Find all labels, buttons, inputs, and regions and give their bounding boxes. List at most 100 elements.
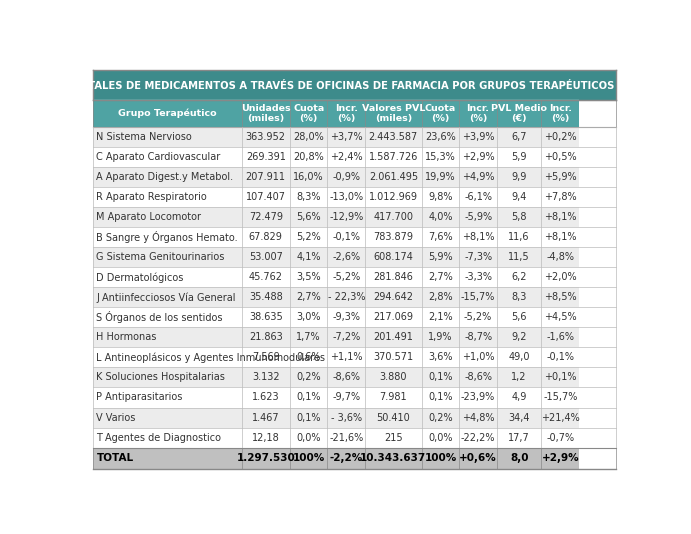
Bar	[422, 348, 460, 367]
Text: 608.174: 608.174	[373, 253, 413, 262]
Bar	[365, 367, 422, 388]
Text: +0,6%: +0,6%	[460, 453, 497, 464]
Bar	[290, 348, 328, 367]
Bar	[365, 227, 422, 247]
Bar	[542, 287, 579, 308]
Bar	[242, 99, 290, 127]
Bar	[328, 99, 365, 127]
Bar	[542, 187, 579, 207]
Bar	[242, 127, 290, 147]
Bar	[93, 407, 242, 428]
Text: 1,7%: 1,7%	[296, 333, 321, 342]
Text: -5,2%: -5,2%	[332, 272, 361, 282]
Text: -1,6%: -1,6%	[547, 333, 574, 342]
Text: G Sistema Genitourinarios: G Sistema Genitourinarios	[97, 253, 225, 262]
Bar	[497, 247, 542, 268]
Text: +2,0%: +2,0%	[544, 272, 576, 282]
Bar	[497, 227, 542, 247]
Bar	[290, 287, 328, 308]
Bar	[290, 187, 328, 207]
Text: K Soluciones Hospitalarias: K Soluciones Hospitalarias	[97, 373, 225, 382]
Bar	[422, 407, 460, 428]
Bar	[93, 167, 242, 187]
Bar	[242, 407, 290, 428]
Text: Valores PVL
(miles): Valores PVL (miles)	[361, 104, 425, 123]
Text: 6,7: 6,7	[511, 132, 527, 142]
Text: +7,8%: +7,8%	[544, 192, 576, 202]
Text: 783.879: 783.879	[373, 232, 413, 242]
Text: 35.488: 35.488	[249, 293, 283, 302]
Text: +1,0%: +1,0%	[462, 352, 494, 363]
Text: -8,7%: -8,7%	[464, 333, 492, 342]
Text: M Aparato Locomotor: M Aparato Locomotor	[97, 213, 202, 222]
Text: TOTAL: TOTAL	[97, 453, 133, 464]
Bar	[422, 187, 460, 207]
Bar	[542, 247, 579, 268]
Text: +8,5%: +8,5%	[544, 293, 576, 302]
Text: -2,2%: -2,2%	[330, 453, 363, 464]
Text: 38.635: 38.635	[249, 312, 283, 323]
Bar	[365, 247, 422, 268]
Text: -9,3%: -9,3%	[332, 312, 360, 323]
Text: 9,9: 9,9	[511, 172, 527, 182]
Bar	[365, 127, 422, 147]
Text: +4,5%: +4,5%	[544, 312, 576, 323]
Bar	[242, 327, 290, 348]
Text: +2,4%: +2,4%	[330, 152, 363, 162]
Text: +1,1%: +1,1%	[330, 352, 363, 363]
Text: V Varios: V Varios	[97, 412, 136, 422]
Bar	[542, 268, 579, 287]
Bar	[460, 407, 497, 428]
Text: +3,7%: +3,7%	[330, 132, 363, 142]
Bar	[460, 367, 497, 388]
Bar	[290, 227, 328, 247]
Bar	[242, 287, 290, 308]
Bar	[422, 268, 460, 287]
Text: -12,9%: -12,9%	[329, 213, 363, 222]
Text: 20,8%: 20,8%	[293, 152, 324, 162]
Text: 0,2%: 0,2%	[296, 373, 321, 382]
Text: 34,4: 34,4	[509, 412, 530, 422]
Text: 0,1%: 0,1%	[428, 392, 453, 403]
Bar	[460, 99, 497, 127]
Text: 15,3%: 15,3%	[425, 152, 456, 162]
Bar	[93, 247, 242, 268]
Text: 5,9%: 5,9%	[428, 253, 453, 262]
Text: +3,9%: +3,9%	[462, 132, 494, 142]
Bar	[290, 388, 328, 407]
Text: 0,1%: 0,1%	[296, 412, 321, 422]
Text: 11,5: 11,5	[509, 253, 530, 262]
Bar	[93, 187, 242, 207]
Text: - 22,3%: - 22,3%	[328, 293, 365, 302]
Bar	[290, 147, 328, 167]
Text: +5,9%: +5,9%	[544, 172, 576, 182]
Text: 2,7%: 2,7%	[428, 272, 453, 282]
Text: -22,2%: -22,2%	[461, 433, 495, 443]
Bar	[290, 447, 328, 469]
Bar	[460, 187, 497, 207]
Text: 12,18: 12,18	[252, 433, 280, 443]
Bar	[328, 167, 365, 187]
Bar	[422, 127, 460, 147]
Bar	[542, 308, 579, 327]
Text: 9,2: 9,2	[511, 333, 527, 342]
Bar	[242, 428, 290, 447]
Bar	[93, 348, 242, 367]
Text: 5,2%: 5,2%	[296, 232, 321, 242]
Text: - 3,6%: - 3,6%	[331, 412, 362, 422]
Text: H Hormonas: H Hormonas	[97, 333, 157, 342]
Bar	[290, 268, 328, 287]
Bar	[542, 99, 579, 127]
Bar	[93, 287, 242, 308]
Bar	[93, 127, 242, 147]
Text: +8,1%: +8,1%	[462, 232, 494, 242]
Bar	[422, 447, 460, 469]
Text: -9,7%: -9,7%	[332, 392, 360, 403]
Bar	[328, 348, 365, 367]
Bar	[290, 308, 328, 327]
Bar	[460, 167, 497, 187]
Text: 50.410: 50.410	[377, 412, 410, 422]
Bar	[93, 327, 242, 348]
Text: 1.297.530: 1.297.530	[236, 453, 295, 464]
Bar	[93, 227, 242, 247]
